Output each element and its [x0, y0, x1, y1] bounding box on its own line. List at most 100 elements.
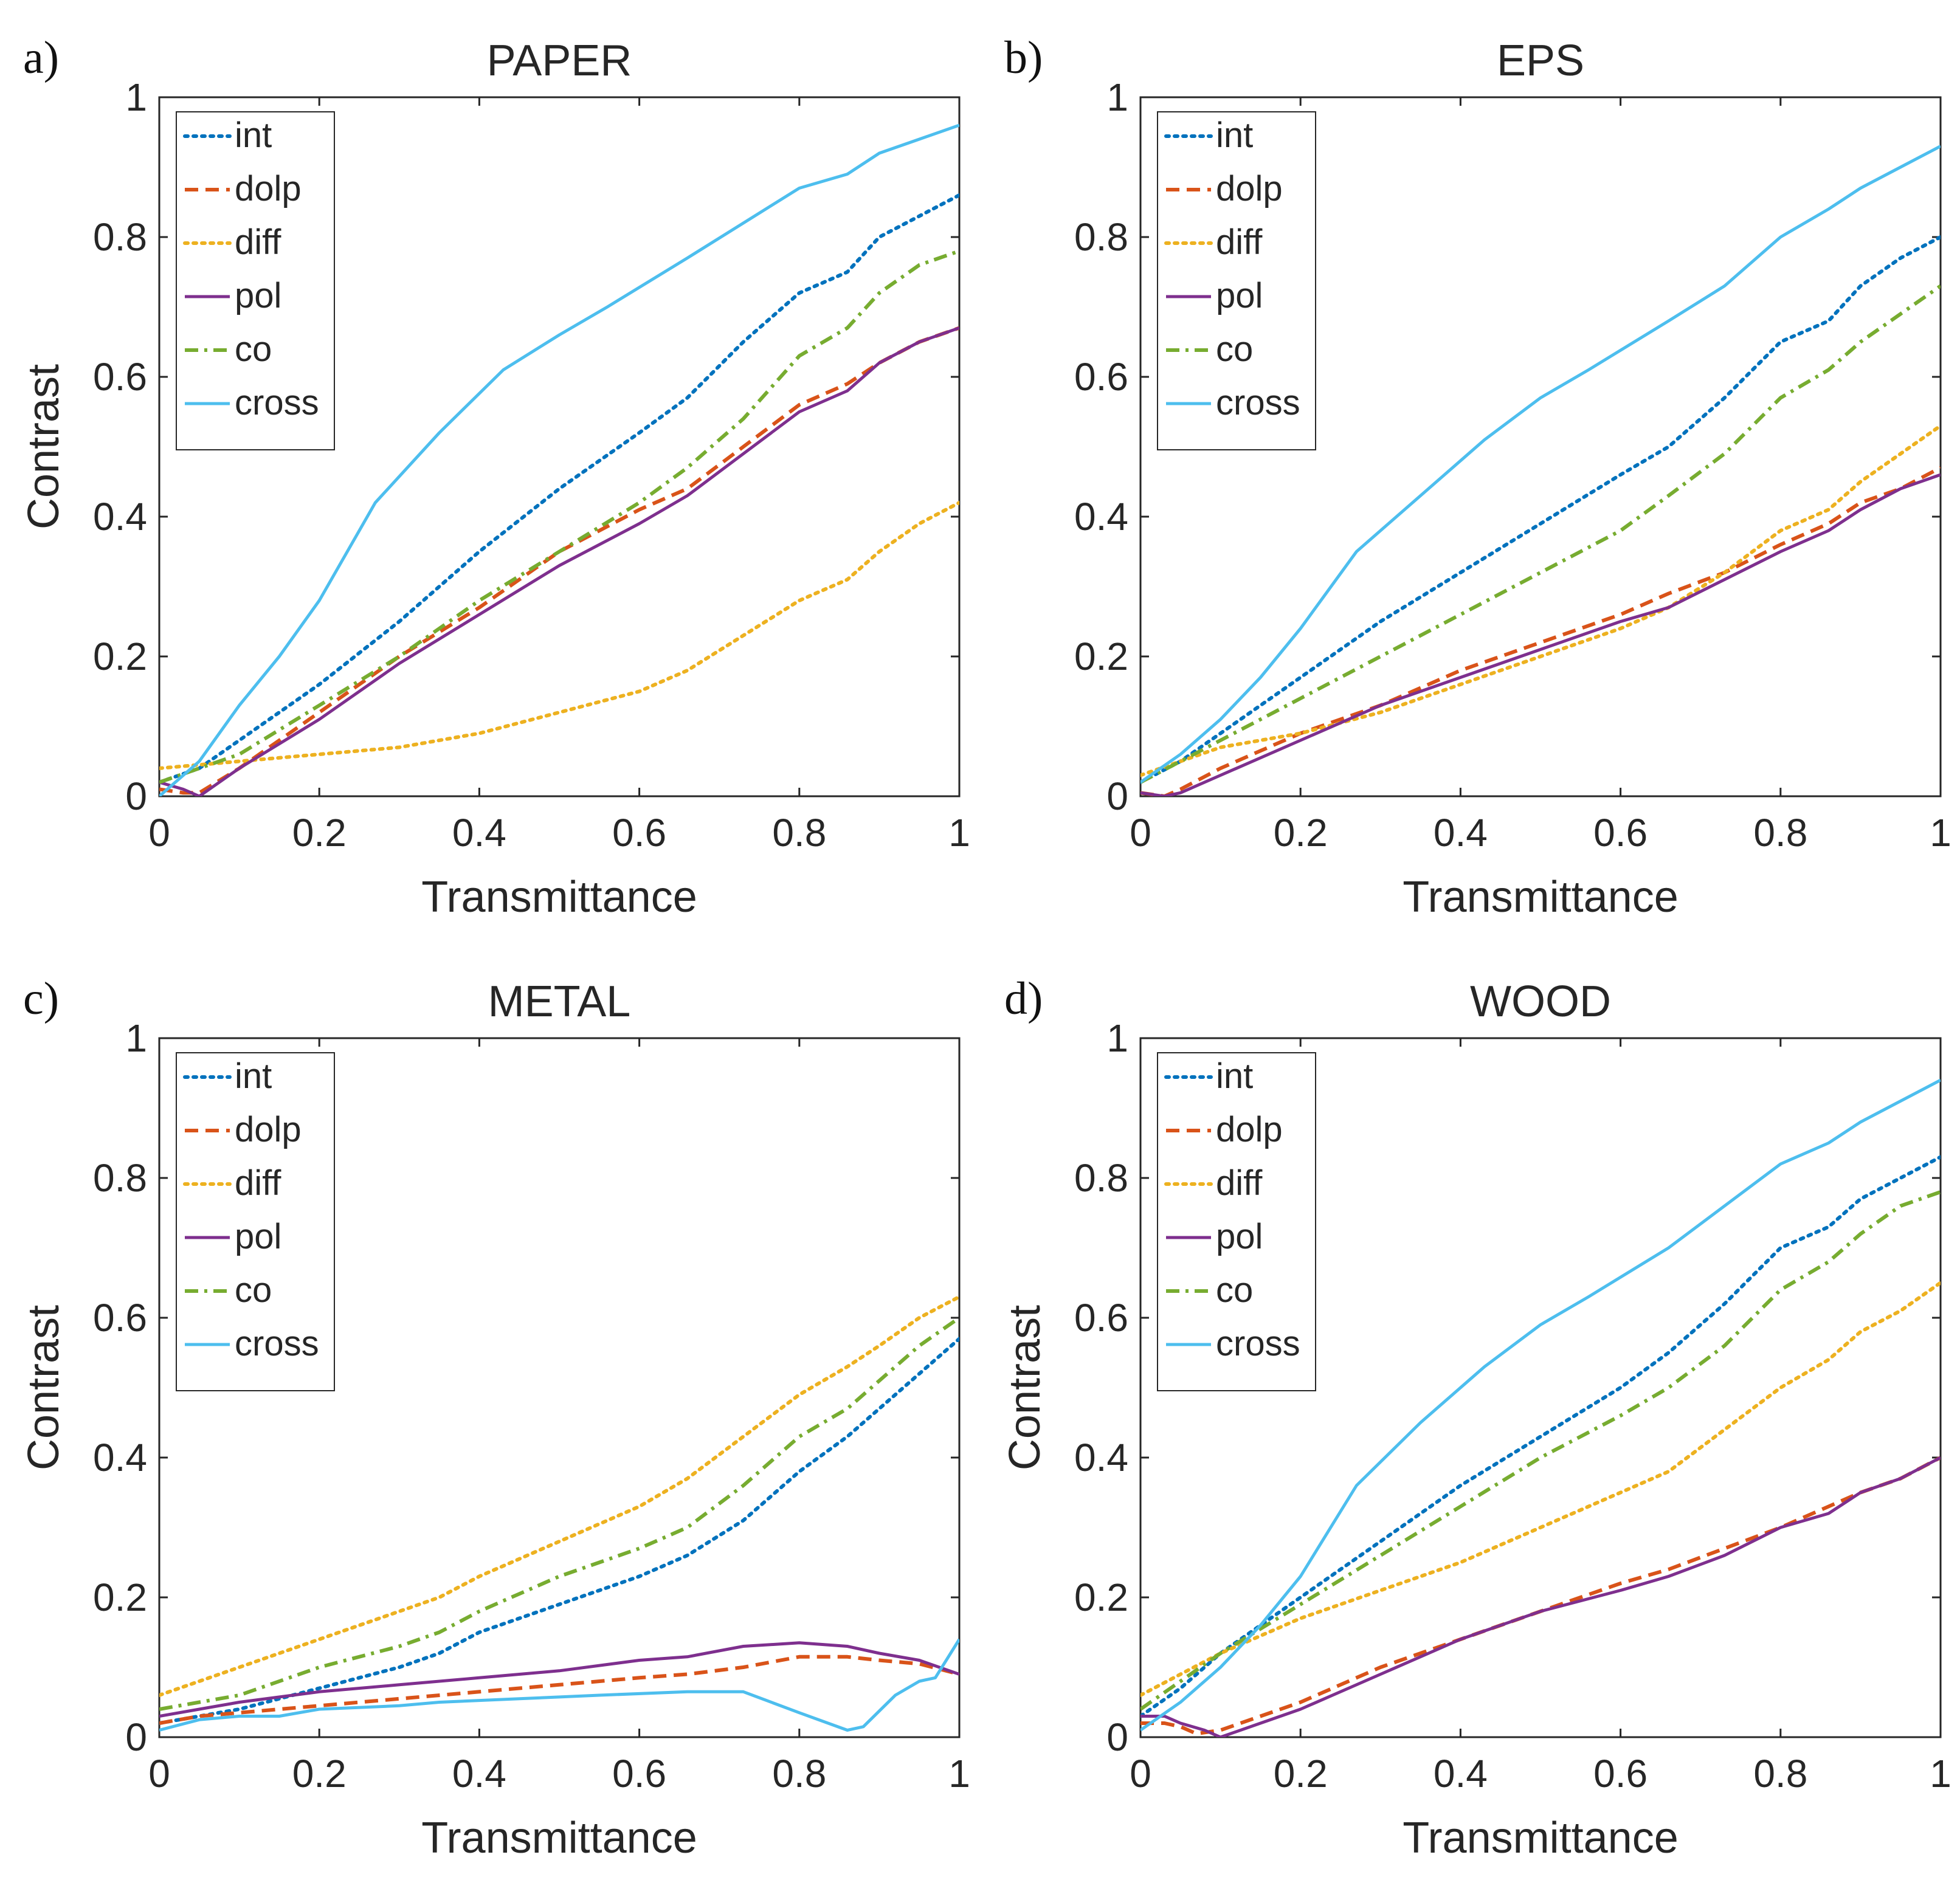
legend-label-int: int: [235, 115, 272, 155]
x-axis-label: Transmittance: [421, 873, 697, 921]
y-axis-label: Contrast: [19, 364, 68, 529]
legend: int dolp diff pol co cross: [1157, 111, 1316, 450]
x-tick-label: 0.6: [612, 1752, 666, 1796]
x-tick-label: 0.6: [1593, 811, 1648, 855]
legend-label-int: int: [1216, 1056, 1253, 1096]
x-tick-label: 0.4: [1434, 811, 1488, 855]
legend-label-cross: cross: [1216, 1324, 1300, 1363]
legend-label-dolp: dolp: [1216, 1110, 1283, 1149]
legend-label-pol: pol: [235, 276, 281, 315]
chart-panel-wood: 0 0.2 0.4 0.6 0.8 1 0 0.2 0.4 0.6 0.8 1 WOOD d) Transm…: [1001, 973, 1951, 1862]
legend-label-co: co: [1216, 1270, 1253, 1310]
x-tick-label: 0.4: [452, 1752, 506, 1796]
x-tick-label: 0.6: [612, 811, 666, 855]
x-tick-label: 0.2: [292, 1752, 347, 1796]
y-tick-label: 0: [125, 1715, 147, 1759]
legend: int dolp diff pol co cross: [176, 1052, 335, 1391]
x-tick-label: 0.2: [292, 811, 347, 855]
series-line-cross: [159, 1638, 959, 1732]
series-line-co: [1140, 1190, 1941, 1711]
y-tick-label: 0.2: [93, 635, 147, 678]
series-line-diff: [1140, 1281, 1941, 1697]
series-line-int: [159, 193, 959, 784]
legend-label-dolp: dolp: [1216, 169, 1283, 208]
x-tick-label: 0.8: [772, 1752, 826, 1796]
x-axis-label: Transmittance: [1403, 873, 1678, 921]
series-line-cross: [1140, 145, 1941, 784]
series-line-pol: [1140, 473, 1941, 796]
series-line-int: [1140, 1155, 1941, 1718]
y-tick-label: 0.6: [93, 355, 147, 399]
y-tick-label: 0.2: [1074, 1575, 1128, 1619]
legend-box: [176, 111, 335, 450]
legend-box: [1157, 1052, 1316, 1391]
x-tick-label: 1: [948, 1752, 970, 1796]
legend-label-int: int: [235, 1056, 272, 1096]
series-line-diff: [159, 1295, 959, 1697]
legend-label-co: co: [1216, 329, 1253, 369]
x-axis-label: Transmittance: [421, 1814, 697, 1862]
chart-panel-paper: 0 0.2 0.4 0.6 0.8 1 0 0.2 0.4 0.6 0.8 1 PAPER a) Trans…: [19, 32, 970, 921]
y-tick-label: 0.8: [1074, 215, 1128, 259]
series-line-cross: [159, 123, 959, 796]
panel-label: b): [1004, 32, 1043, 83]
legend-label-pol: pol: [1216, 276, 1263, 315]
series-line-pol: [159, 326, 959, 796]
series-line-dolp: [159, 1654, 959, 1725]
chart-title: PAPER: [487, 36, 632, 85]
y-tick-label: 0.2: [1074, 635, 1128, 678]
x-tick-label: 0.2: [1274, 1752, 1328, 1796]
y-tick-label: 0.4: [93, 1436, 147, 1479]
legend-label-cross: cross: [1216, 383, 1300, 422]
series-group: [159, 123, 959, 796]
legend-label-dolp: dolp: [235, 1110, 302, 1149]
x-tick-label: 0.8: [1753, 811, 1807, 855]
y-tick-label: 1: [125, 1016, 147, 1060]
series-group: [1140, 145, 1941, 796]
y-tick-label: 0.8: [93, 1156, 147, 1200]
legend-label-pol: pol: [235, 1217, 281, 1256]
legend: int dolp diff pol co cross: [176, 111, 335, 450]
series-line-diff: [1140, 424, 1941, 777]
panel-label: d): [1004, 973, 1043, 1024]
legend-label-diff: diff: [1216, 222, 1263, 262]
legend-label-diff: diff: [235, 1163, 281, 1203]
series-line-co: [159, 1316, 959, 1711]
x-tick-label: 0.2: [1274, 811, 1328, 855]
series-line-diff: [159, 501, 959, 770]
chart-panel-metal: 0 0.2 0.4 0.6 0.8 1 0 0.2 0.4 0.6 0.8 1 METAL c) Trans…: [19, 973, 970, 1862]
y-tick-label: 0.4: [1074, 495, 1128, 539]
y-tick-label: 0.8: [1074, 1156, 1128, 1200]
series-line-co: [159, 249, 959, 784]
legend-label-pol: pol: [1216, 1217, 1263, 1256]
legend-label-cross: cross: [235, 1324, 319, 1363]
x-tick-label: 1: [948, 811, 970, 855]
x-tick-label: 1: [1930, 1752, 1951, 1796]
y-tick-label: 0.6: [1074, 1296, 1128, 1340]
x-tick-label: 0: [148, 811, 170, 855]
series-line-int: [1140, 235, 1941, 784]
y-tick-label: 1: [1106, 75, 1128, 119]
y-tick-label: 0: [1106, 1715, 1128, 1759]
y-tick-label: 0.4: [93, 495, 147, 539]
panel-label: c): [23, 973, 59, 1024]
y-axis-label: Contrast: [19, 1305, 68, 1470]
series-line-dolp: [1140, 466, 1941, 796]
x-tick-label: 0.8: [772, 811, 826, 855]
legend: int dolp diff pol co cross: [1157, 1052, 1316, 1391]
series-group: [159, 1295, 959, 1732]
y-tick-label: 0: [1106, 774, 1128, 818]
series-line-pol: [159, 1641, 959, 1718]
y-axis-label: Contrast: [1001, 1305, 1049, 1470]
x-tick-label: 0.6: [1593, 1752, 1648, 1796]
y-tick-label: 0.6: [93, 1296, 147, 1340]
x-axis-label: Transmittance: [1403, 1814, 1678, 1862]
y-tick-label: 1: [125, 75, 147, 119]
legend-label-co: co: [235, 329, 272, 369]
chart-title: WOOD: [1470, 977, 1611, 1026]
x-tick-label: 1: [1930, 811, 1951, 855]
y-tick-label: 0.4: [1074, 1436, 1128, 1479]
chart-title: METAL: [488, 977, 631, 1026]
